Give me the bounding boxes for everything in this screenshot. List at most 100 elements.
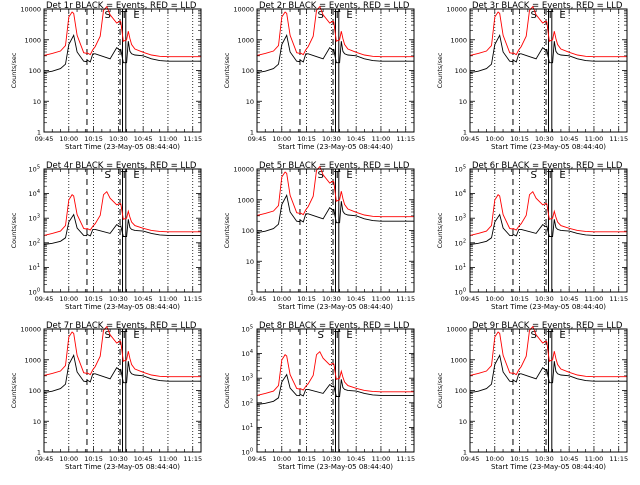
y-tick-label: 100	[242, 448, 253, 457]
y-tick-label: 101	[29, 263, 40, 272]
x-tick-label: 11:15	[609, 135, 628, 143]
y-tick-label: 103	[29, 214, 40, 223]
x-axis-label: Start Time (23-May-05 08:44:40)	[278, 303, 393, 311]
plot-frame	[256, 328, 415, 453]
interval-letter-e: E	[346, 330, 352, 341]
x-tick-label: 10:45	[347, 455, 366, 463]
y-axis-label: Counts/sec	[10, 372, 18, 408]
y-tick-label: 10000	[233, 6, 254, 14]
x-tick-label: 10:30	[322, 295, 341, 303]
x-tick-label: 11:00	[372, 455, 391, 463]
interval-letter-t: T	[546, 170, 554, 181]
panel-title: Det 3r BLACK = Events, RED = LLD	[472, 1, 623, 11]
interval-letter-s: S	[317, 170, 323, 181]
x-tick-label: 10:15	[84, 135, 103, 143]
x-tick-label: 11:00	[372, 135, 391, 143]
y-tick-label: 1	[463, 449, 467, 457]
x-tick-label: 10:00	[272, 295, 291, 303]
x-tick-label: 10:00	[485, 295, 504, 303]
interval-letter-s: S	[530, 170, 536, 181]
x-tick-label: 11:15	[396, 295, 415, 303]
plot-frame	[43, 168, 202, 293]
x-tick-label: 10:30	[535, 455, 554, 463]
interval-letter-e: E	[133, 330, 139, 341]
y-tick-label: 101	[455, 263, 466, 272]
x-tick-label: 10:00	[59, 295, 78, 303]
x-axis-label: Start Time (23-May-05 08:44:40)	[491, 143, 606, 151]
y-tick-label: 1000	[237, 36, 254, 44]
x-tick-label: 10:00	[272, 135, 291, 143]
x-axis-label: Start Time (23-May-05 08:44:40)	[65, 143, 180, 151]
plot-frame	[256, 8, 415, 133]
x-tick-label: 11:00	[159, 135, 178, 143]
x-tick-label: 10:00	[485, 455, 504, 463]
y-tick-label: 10000	[20, 326, 41, 334]
x-tick-label: 11:15	[609, 295, 628, 303]
plot-frame	[469, 8, 628, 133]
y-tick-label: 10000	[20, 6, 41, 14]
x-tick-label: 10:30	[109, 135, 128, 143]
y-tick-label: 1000	[450, 356, 467, 364]
y-tick-label: 10	[459, 418, 467, 426]
y-tick-label: 10	[246, 258, 254, 266]
y-axis-label: Counts/sec	[436, 212, 444, 248]
x-tick-label: 10:00	[485, 135, 504, 143]
y-tick-label: 102	[242, 398, 253, 407]
y-tick-label: 100	[242, 67, 254, 75]
y-tick-label: 10	[33, 98, 41, 106]
y-tick-label: 102	[29, 238, 40, 247]
x-tick-label: 11:15	[183, 455, 202, 463]
x-axis-label: Start Time (23-May-05 08:44:40)	[491, 463, 606, 471]
panel-title: Det 8r BLACK = Events, RED = LLD	[259, 321, 410, 331]
x-tick-label: 11:00	[159, 455, 178, 463]
y-tick-label: 1000	[24, 36, 41, 44]
y-tick-label: 1000	[450, 36, 467, 44]
interval-letter-t: T	[120, 10, 128, 21]
x-tick-label: 10:00	[272, 455, 291, 463]
x-tick-label: 10:45	[560, 135, 579, 143]
x-tick-label: 11:15	[183, 135, 202, 143]
y-tick-label: 1000	[237, 196, 254, 204]
interval-letter-e: E	[346, 10, 352, 21]
x-tick-label: 10:30	[322, 135, 341, 143]
events-series-line	[256, 193, 414, 234]
x-tick-label: 10:15	[510, 295, 529, 303]
x-tick-label: 11:00	[372, 295, 391, 303]
x-tick-label: 10:30	[109, 455, 128, 463]
plot-frame	[469, 168, 628, 293]
panel-title: Det 1r BLACK = Events, RED = LLD	[46, 1, 197, 11]
y-tick-label: 1	[250, 129, 254, 137]
interval-letter-t: T	[333, 330, 341, 341]
panel-title: Det 7r BLACK = Events, RED = LLD	[46, 321, 197, 331]
x-tick-label: 10:30	[109, 295, 128, 303]
x-tick-label: 10:45	[134, 455, 153, 463]
interval-letter-s: S	[530, 330, 536, 341]
panel-title: Det 6r BLACK = Events, RED = LLD	[472, 161, 623, 171]
x-axis-label: Start Time (23-May-05 08:44:40)	[65, 303, 180, 311]
interval-letter-s: S	[104, 10, 110, 21]
interval-letter-e: E	[559, 330, 565, 341]
y-tick-label: 1	[37, 129, 41, 137]
interval-letter-s: S	[104, 330, 110, 341]
events-series-line	[469, 33, 627, 74]
y-tick-label: 10	[459, 98, 467, 106]
y-tick-label: 100	[455, 387, 467, 395]
lld-series-line	[43, 325, 201, 378]
y-tick-label: 103	[242, 374, 253, 383]
x-tick-label: 10:30	[322, 455, 341, 463]
y-axis-label: Counts/sec	[436, 52, 444, 88]
lld-series-line	[469, 5, 627, 58]
x-tick-label: 10:15	[84, 455, 103, 463]
y-axis-label: Counts/sec	[436, 372, 444, 408]
y-tick-label: 100	[29, 387, 41, 395]
panel-title: Det 4r BLACK = Events, RED = LLD	[46, 161, 197, 171]
lld-series-line	[256, 165, 414, 218]
y-axis-label: Counts/sec	[223, 372, 231, 408]
